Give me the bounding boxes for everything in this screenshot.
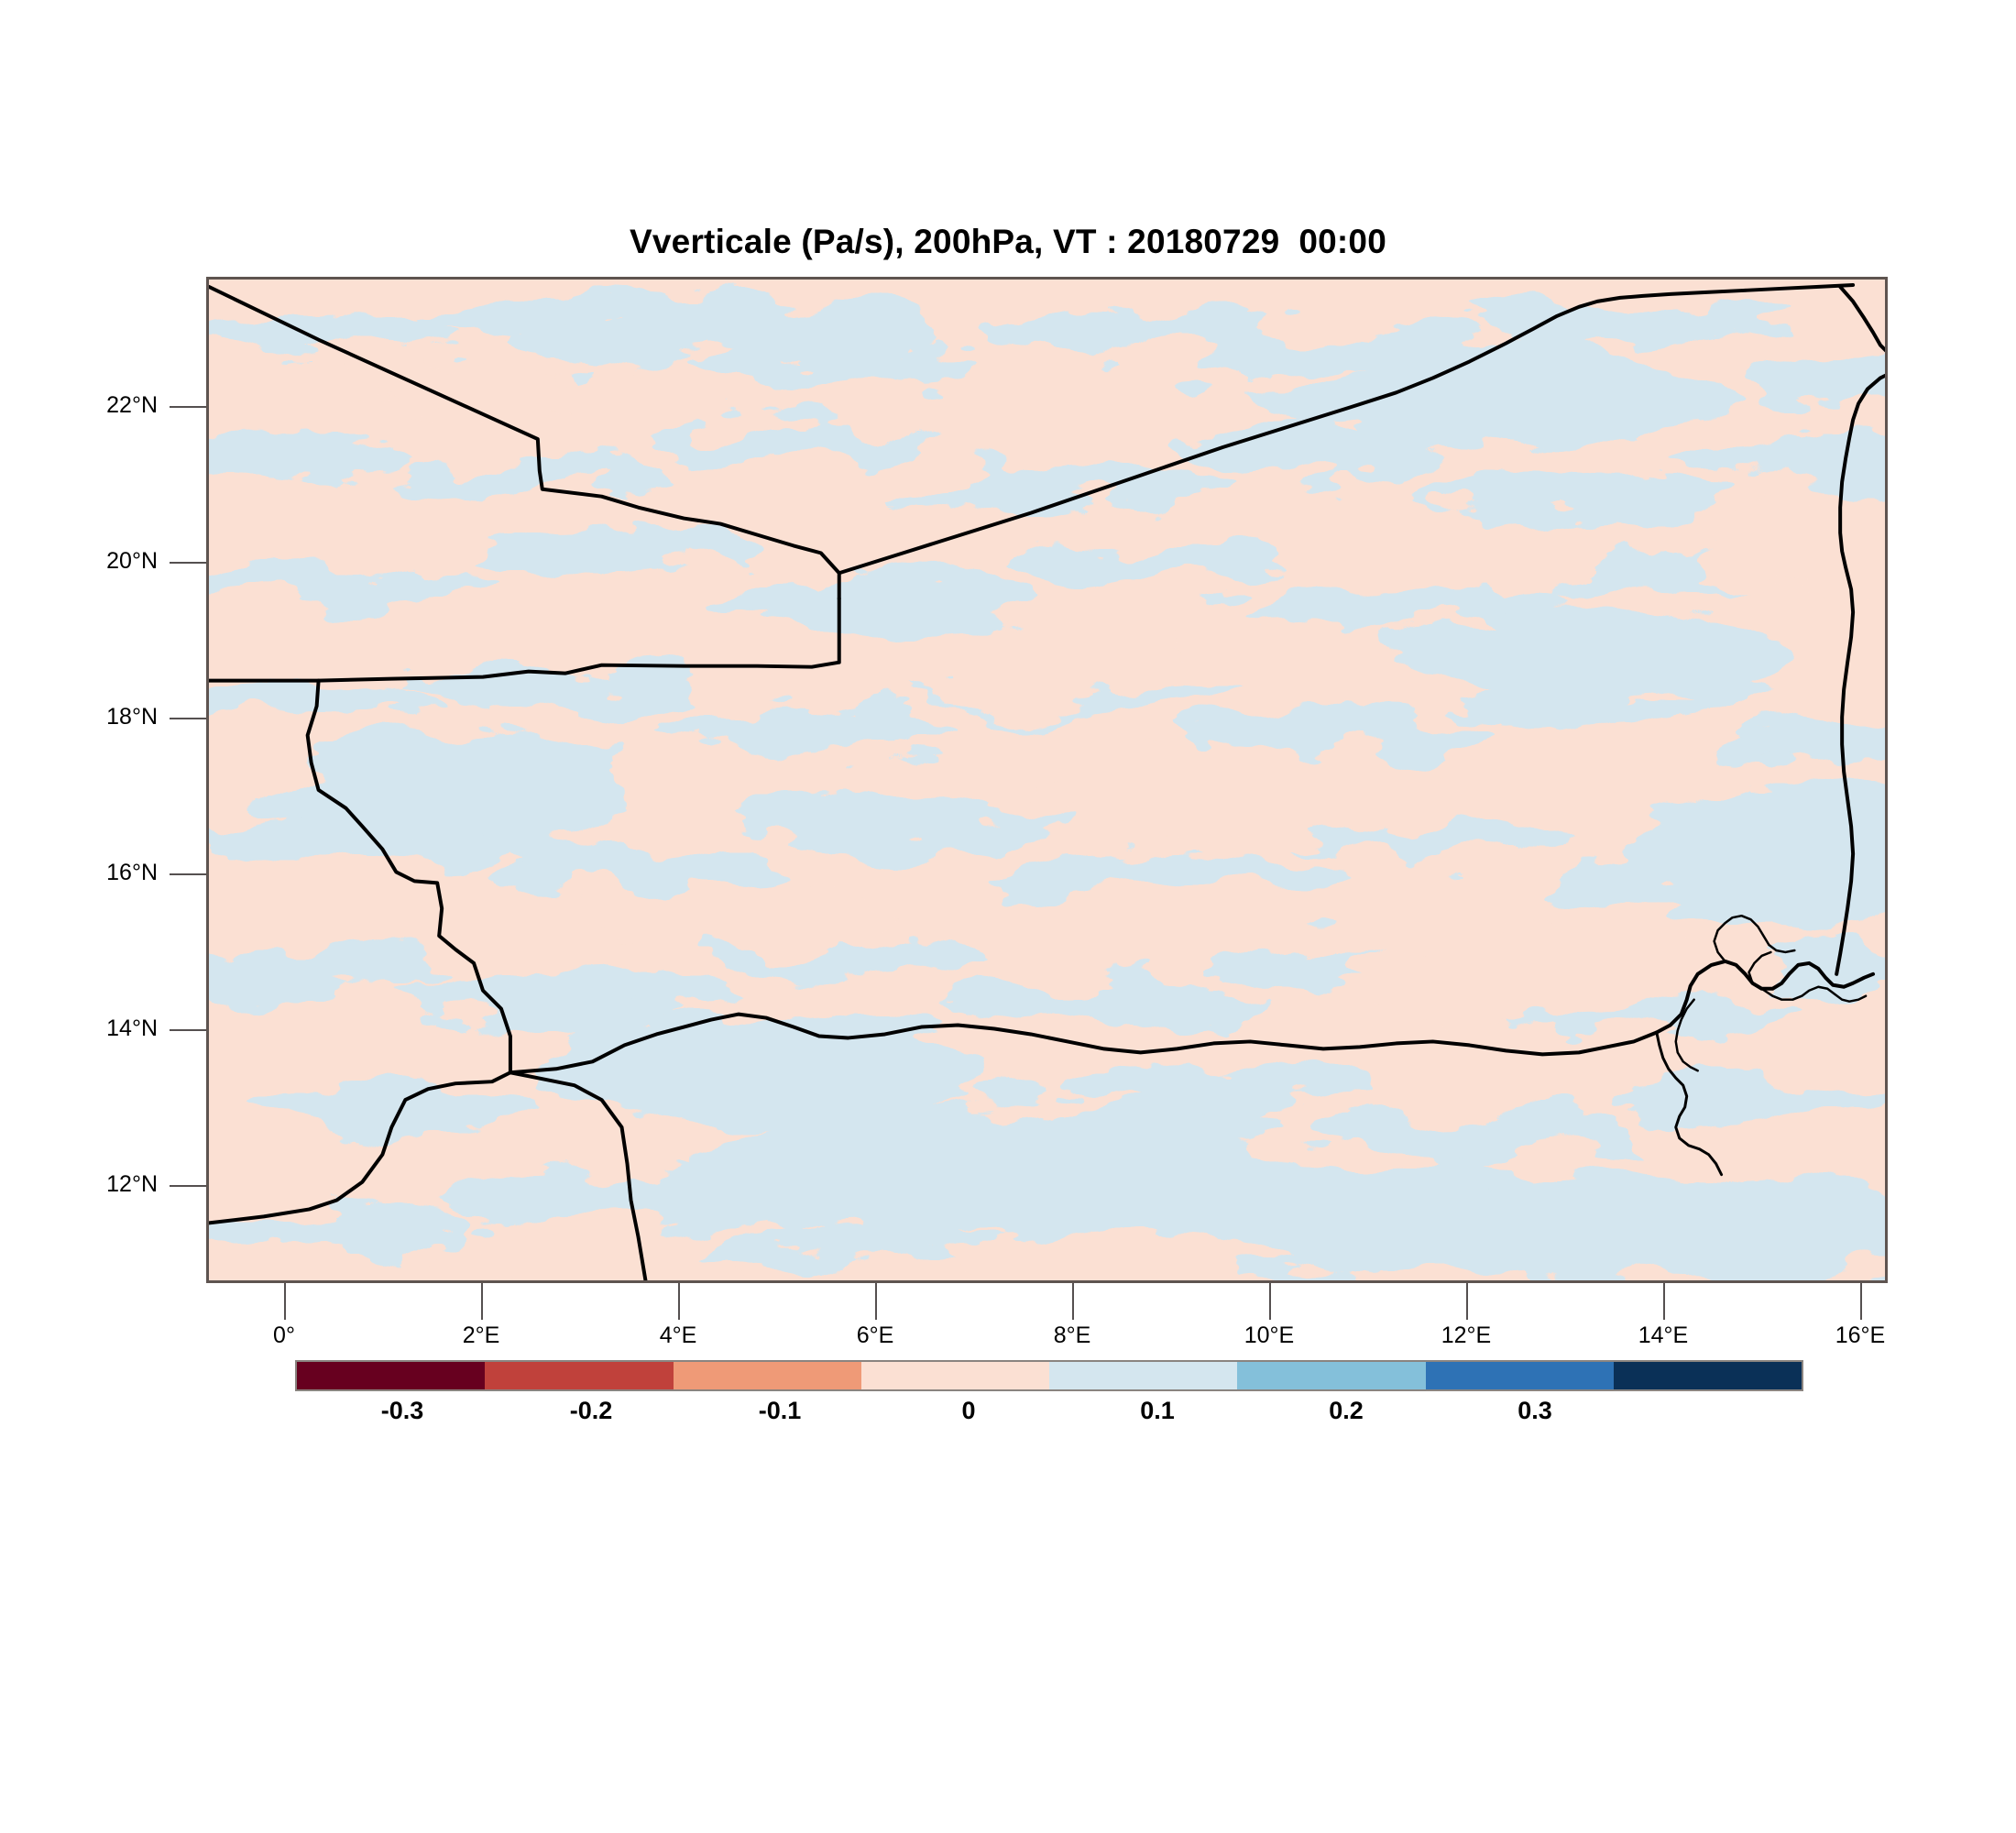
colorbar-segment-1: [297, 1362, 486, 1389]
colorbar-segment-6: [1237, 1362, 1426, 1389]
colorbar-segment-7: [1425, 1362, 1614, 1389]
colorbar-label-0.2: 0.2: [1329, 1397, 1364, 1424]
xtick-label-2E: 2°E: [462, 1323, 500, 1348]
colorbar-segment-3: [673, 1362, 861, 1389]
colorbar: [295, 1360, 1803, 1391]
xtick-line-8E: [1072, 1283, 1074, 1320]
xtick-line-16E: [1860, 1283, 1862, 1320]
colorbar-label-0: 0: [961, 1397, 976, 1424]
vertical-velocity-field: [209, 280, 1885, 1280]
xtick-line-0: [284, 1283, 286, 1320]
colorbar-segment-4: [860, 1362, 1049, 1389]
ytick-label-12N: 12°N: [106, 1171, 158, 1197]
xtick-label-4E: 4°E: [659, 1323, 697, 1348]
xtick-label-8E: 8°E: [1053, 1323, 1091, 1348]
ytick-line-20N: [170, 562, 206, 564]
colorbar-label--0.1: -0.1: [758, 1397, 802, 1424]
xtick-line-14E: [1663, 1283, 1665, 1320]
colorbar-label-0.3: 0.3: [1517, 1397, 1552, 1424]
country-borders: [209, 282, 1885, 1280]
colorbar-segment-5: [1049, 1362, 1238, 1389]
page-title: Vverticale (Pa/s), 200hPa, VT : 20180729…: [630, 223, 1386, 260]
ytick-label-14N: 14°N: [106, 1015, 158, 1041]
xtick-line-4E: [678, 1283, 680, 1320]
ytick-line-16N: [170, 873, 206, 875]
ytick-line-18N: [170, 718, 206, 719]
xtick-line-10E: [1269, 1283, 1271, 1320]
ytick-label-20N: 20°N: [106, 548, 158, 574]
xtick-label-6E: 6°E: [856, 1323, 894, 1348]
colorbar-label-0.1: 0.1: [1140, 1397, 1175, 1424]
colorbar-label--0.3: -0.3: [380, 1397, 424, 1424]
colorbar-segment-8: [1613, 1362, 1802, 1389]
ytick-label-22N: 22°N: [106, 392, 158, 418]
xtick-label-16E: 16°E: [1835, 1323, 1886, 1348]
ytick-line-14N: [170, 1029, 206, 1031]
ytick-label-18N: 18°N: [106, 704, 158, 730]
map-plot-area: [206, 277, 1888, 1283]
xtick-line-12E: [1466, 1283, 1468, 1320]
xtick-label-12E: 12°E: [1441, 1323, 1492, 1348]
colorbar-label--0.2: -0.2: [569, 1397, 613, 1424]
xtick-label-10E: 10°E: [1244, 1323, 1295, 1348]
ytick-line-22N: [170, 406, 206, 408]
xtick-line-2E: [481, 1283, 483, 1320]
xtick-label-0: 0°: [273, 1323, 295, 1348]
colorbar-segment-2: [485, 1362, 674, 1389]
ytick-line-12N: [170, 1185, 206, 1187]
ytick-label-16N: 16°N: [106, 860, 158, 885]
xtick-line-6E: [875, 1283, 877, 1320]
xtick-label-14E: 14°E: [1638, 1323, 1689, 1348]
